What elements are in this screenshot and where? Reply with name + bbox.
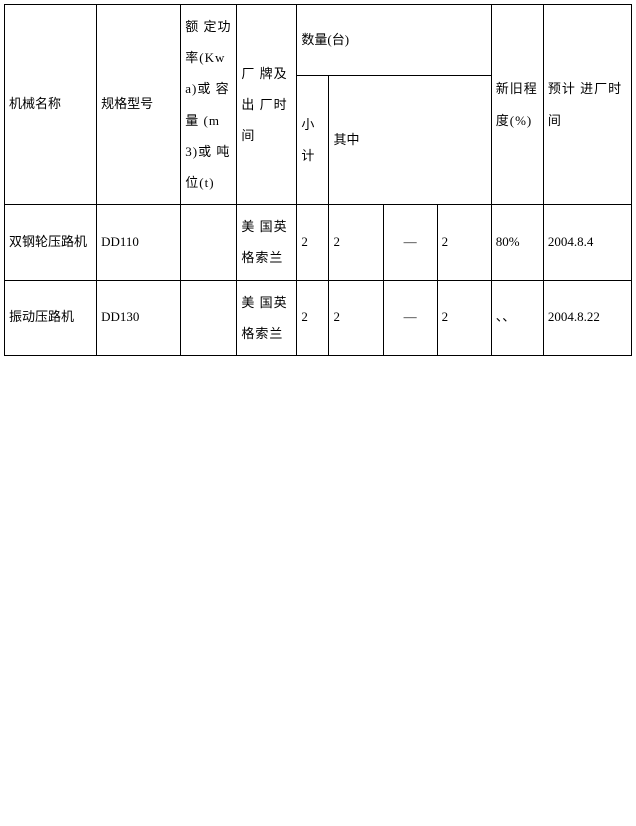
header-model: 规格型号 xyxy=(97,5,181,205)
table-row: 振动压路机 DD130 美 国英 格索兰 2 2 — 2 、、 2004.8.2… xyxy=(5,280,632,355)
header-of-which: 其中 xyxy=(329,76,491,205)
cell-qz3: 2 xyxy=(437,205,491,280)
cell-qz2: — xyxy=(383,280,437,355)
cell-power xyxy=(181,280,237,355)
equipment-table: 机械名称 规格型号 额 定功 率(Kwa)或 容量 (m3)或 吨位(t) 厂 … xyxy=(4,4,632,356)
cell-qz3: 2 xyxy=(437,280,491,355)
table-header: 机械名称 规格型号 额 定功 率(Kwa)或 容量 (m3)或 吨位(t) 厂 … xyxy=(5,5,632,205)
header-date: 预计 进厂时间 xyxy=(543,5,631,205)
header-power: 额 定功 率(Kwa)或 容量 (m3)或 吨位(t) xyxy=(181,5,237,205)
cell-qz1: 2 xyxy=(329,280,383,355)
cell-date: 2004.8.4 xyxy=(543,205,631,280)
header-subtotal: 小计 xyxy=(297,76,329,205)
cell-subtotal: 2 xyxy=(297,205,329,280)
cell-model: DD110 xyxy=(97,205,181,280)
header-qty-group: 数量(台) xyxy=(297,5,491,76)
cell-date: 2004.8.22 xyxy=(543,280,631,355)
header-name: 机械名称 xyxy=(5,5,97,205)
cell-model: DD130 xyxy=(97,280,181,355)
cell-name: 振动压路机 xyxy=(5,280,97,355)
cell-condition: 80% xyxy=(491,205,543,280)
cell-brand: 美 国英 格索兰 xyxy=(237,280,297,355)
cell-subtotal: 2 xyxy=(297,280,329,355)
table-row: 双钢轮压路机 DD110 美 国英 格索兰 2 2 — 2 80% 2004.8… xyxy=(5,205,632,280)
cell-qz2: — xyxy=(383,205,437,280)
cell-name: 双钢轮压路机 xyxy=(5,205,97,280)
cell-power xyxy=(181,205,237,280)
cell-brand: 美 国英 格索兰 xyxy=(237,205,297,280)
header-condition: 新旧程度(%) xyxy=(491,5,543,205)
cell-qz1: 2 xyxy=(329,205,383,280)
header-brand: 厂 牌及 出 厂时间 xyxy=(237,5,297,205)
cell-condition: 、、 xyxy=(491,280,543,355)
table-body: 双钢轮压路机 DD110 美 国英 格索兰 2 2 — 2 80% 2004.8… xyxy=(5,205,632,356)
